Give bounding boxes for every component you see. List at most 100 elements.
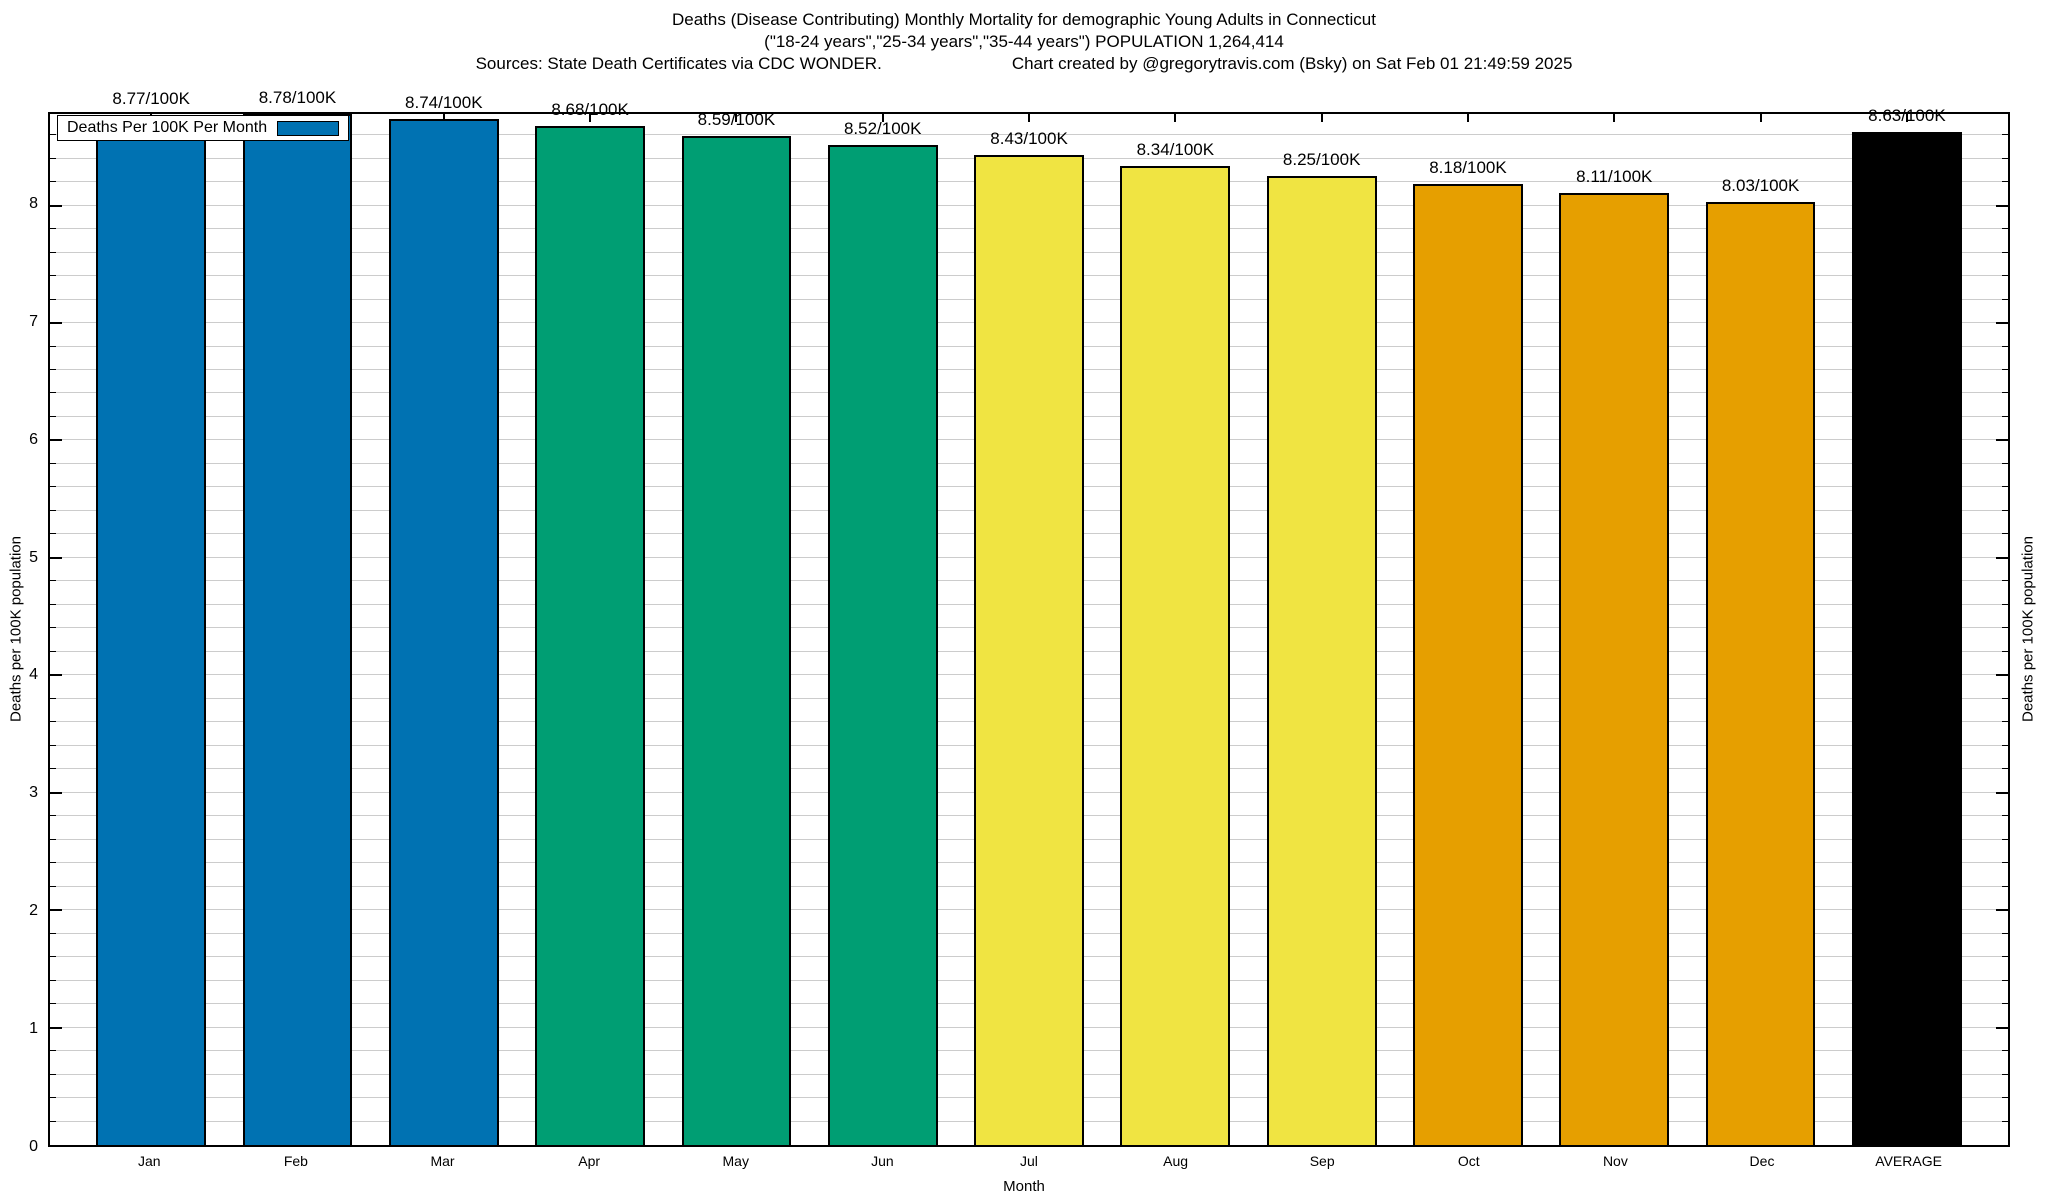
major-y-tick bbox=[50, 909, 62, 912]
bar-sep bbox=[1266, 176, 1377, 1145]
minor-y-tick bbox=[50, 533, 56, 535]
minor-y-tick bbox=[50, 862, 56, 864]
y-tick-label: 0 bbox=[29, 1138, 38, 1155]
major-y-tick bbox=[50, 1026, 62, 1029]
chart-sources: Sources: State Death Certificates via CD… bbox=[475, 54, 882, 73]
minor-y-tick bbox=[2002, 298, 2008, 300]
major-y-tick bbox=[1996, 1026, 2008, 1029]
y-tick-label: 2 bbox=[29, 902, 38, 920]
major-y-tick bbox=[1996, 439, 2008, 442]
minor-y-tick bbox=[2002, 275, 2008, 277]
x-tick-label-aug: Aug bbox=[1163, 1153, 1189, 1169]
bar-jan bbox=[96, 115, 207, 1145]
x-axis-title: Month bbox=[1003, 1178, 1045, 1195]
x-tick-label-apr: Apr bbox=[578, 1153, 601, 1169]
bar-value-label: 8.77/100K bbox=[112, 89, 190, 109]
chart-subtitle: ("18-24 years","25-34 years","35-44 year… bbox=[764, 32, 1284, 51]
x-tick-label-jun: Jun bbox=[871, 1153, 894, 1169]
minor-y-tick bbox=[2002, 885, 2008, 887]
major-y-tick bbox=[50, 322, 62, 325]
top-x-tick bbox=[1028, 114, 1031, 122]
x-tick-label-jan: Jan bbox=[138, 1153, 161, 1169]
minor-y-tick bbox=[50, 956, 56, 958]
top-x-tick bbox=[881, 114, 884, 122]
minor-y-tick bbox=[50, 744, 56, 746]
bar-cell-may: 8.59/100K bbox=[663, 110, 809, 1145]
x-tick-label-jul: Jul bbox=[1020, 1153, 1038, 1169]
minor-y-tick bbox=[50, 650, 56, 652]
y-tick-label: 6 bbox=[29, 430, 38, 448]
minor-y-tick bbox=[50, 345, 56, 347]
top-x-tick bbox=[1466, 114, 1469, 122]
top-x-tick bbox=[1174, 114, 1177, 122]
minor-y-tick bbox=[50, 157, 56, 159]
bar-cell-mar: 8.74/100K bbox=[371, 93, 517, 1145]
minor-y-tick bbox=[50, 509, 56, 511]
bar-feb bbox=[242, 114, 353, 1145]
bar-value-label: 8.11/100K bbox=[1576, 166, 1653, 186]
bar-cell-oct: 8.18/100K bbox=[1395, 114, 1541, 1145]
major-y-tick bbox=[1996, 204, 2008, 207]
minor-y-tick bbox=[2002, 486, 2008, 488]
bar-cell-dec: 8.03/100K bbox=[1687, 114, 1833, 1145]
minor-y-tick bbox=[50, 415, 56, 417]
minor-y-tick bbox=[50, 392, 56, 394]
minor-y-tick bbox=[2002, 181, 2008, 183]
major-y-tick bbox=[1996, 791, 2008, 794]
bar-average bbox=[1852, 131, 1962, 1145]
major-y-tick bbox=[1996, 322, 2008, 325]
top-x-tick bbox=[1759, 114, 1762, 122]
bar-value-label: 8.43/100K bbox=[990, 129, 1068, 149]
minor-y-tick bbox=[2002, 979, 2008, 981]
bar-jul bbox=[974, 155, 1084, 1145]
minor-y-tick bbox=[50, 181, 56, 183]
chart-source-line: Sources: State Death Certificates via CD… bbox=[0, 53, 2048, 75]
minor-y-tick bbox=[2002, 650, 2008, 652]
bar-value-label: 8.18/100K bbox=[1429, 158, 1507, 178]
top-x-tick bbox=[1613, 114, 1616, 122]
minor-y-tick bbox=[50, 768, 56, 770]
x-tick-label-dec: Dec bbox=[1749, 1153, 1775, 1169]
plot-area: 8.77/100K 8.78/100K 8.74/100K 8.68/100K 8.59… bbox=[48, 88, 2010, 1147]
x-tick-label-mar: Mar bbox=[430, 1153, 455, 1169]
bar-cell-sep: 8.25/100K bbox=[1249, 114, 1395, 1145]
x-tick-label-nov: Nov bbox=[1602, 1153, 1628, 1169]
major-y-tick bbox=[50, 204, 62, 207]
top-x-tick bbox=[442, 114, 445, 122]
minor-y-tick bbox=[2002, 697, 2008, 699]
top-x-tick bbox=[1320, 114, 1323, 122]
top-x-tick bbox=[735, 114, 738, 122]
bar-cell-aug: 8.34/100K bbox=[1102, 114, 1248, 1145]
chart-credit: Chart created by @gregorytravis.com (Bsk… bbox=[1011, 54, 1573, 73]
bar-value-label: 8.52/100K bbox=[843, 118, 922, 138]
major-y-tick bbox=[50, 556, 62, 559]
minor-y-tick bbox=[2002, 956, 2008, 958]
bar-value-label: 8.78/100K bbox=[258, 88, 337, 107]
bar-nov bbox=[1559, 192, 1670, 1145]
minor-y-tick bbox=[2002, 392, 2008, 394]
bar-value-label: 8.03/100K bbox=[1721, 176, 1800, 196]
minor-y-tick bbox=[50, 603, 56, 605]
y-axis-tick-labels: 0 1 2 3 4 5 6 7 8 bbox=[0, 112, 38, 1155]
bar-value-label: 8.74/100K bbox=[405, 92, 483, 112]
minor-y-tick bbox=[50, 298, 56, 300]
bar-cell-feb: 8.78/100K bbox=[224, 88, 370, 1145]
y-tick-label: 3 bbox=[29, 784, 38, 802]
minor-y-tick bbox=[50, 932, 56, 934]
minor-y-tick bbox=[2002, 838, 2008, 840]
minor-y-tick bbox=[2002, 369, 2008, 370]
bar-jun bbox=[827, 144, 938, 1145]
legend-box: Deaths Per 100K Per Month bbox=[57, 115, 350, 141]
minor-y-tick bbox=[50, 627, 56, 629]
y-tick-label: 7 bbox=[29, 312, 38, 330]
major-y-tick bbox=[50, 674, 62, 677]
minor-y-tick bbox=[2002, 744, 2008, 746]
minor-y-tick bbox=[2002, 815, 2008, 817]
y-axis-title-right: Deaths per 100K population bbox=[2019, 536, 2037, 722]
bar-value-label: 8.59/100K bbox=[697, 110, 776, 130]
bar-value-label: 8.34/100K bbox=[1136, 139, 1215, 159]
bar-cell-jan: 8.77/100K bbox=[78, 89, 224, 1145]
legend-swatch bbox=[277, 120, 340, 136]
minor-y-tick bbox=[50, 228, 56, 230]
minor-y-tick bbox=[50, 1050, 56, 1052]
